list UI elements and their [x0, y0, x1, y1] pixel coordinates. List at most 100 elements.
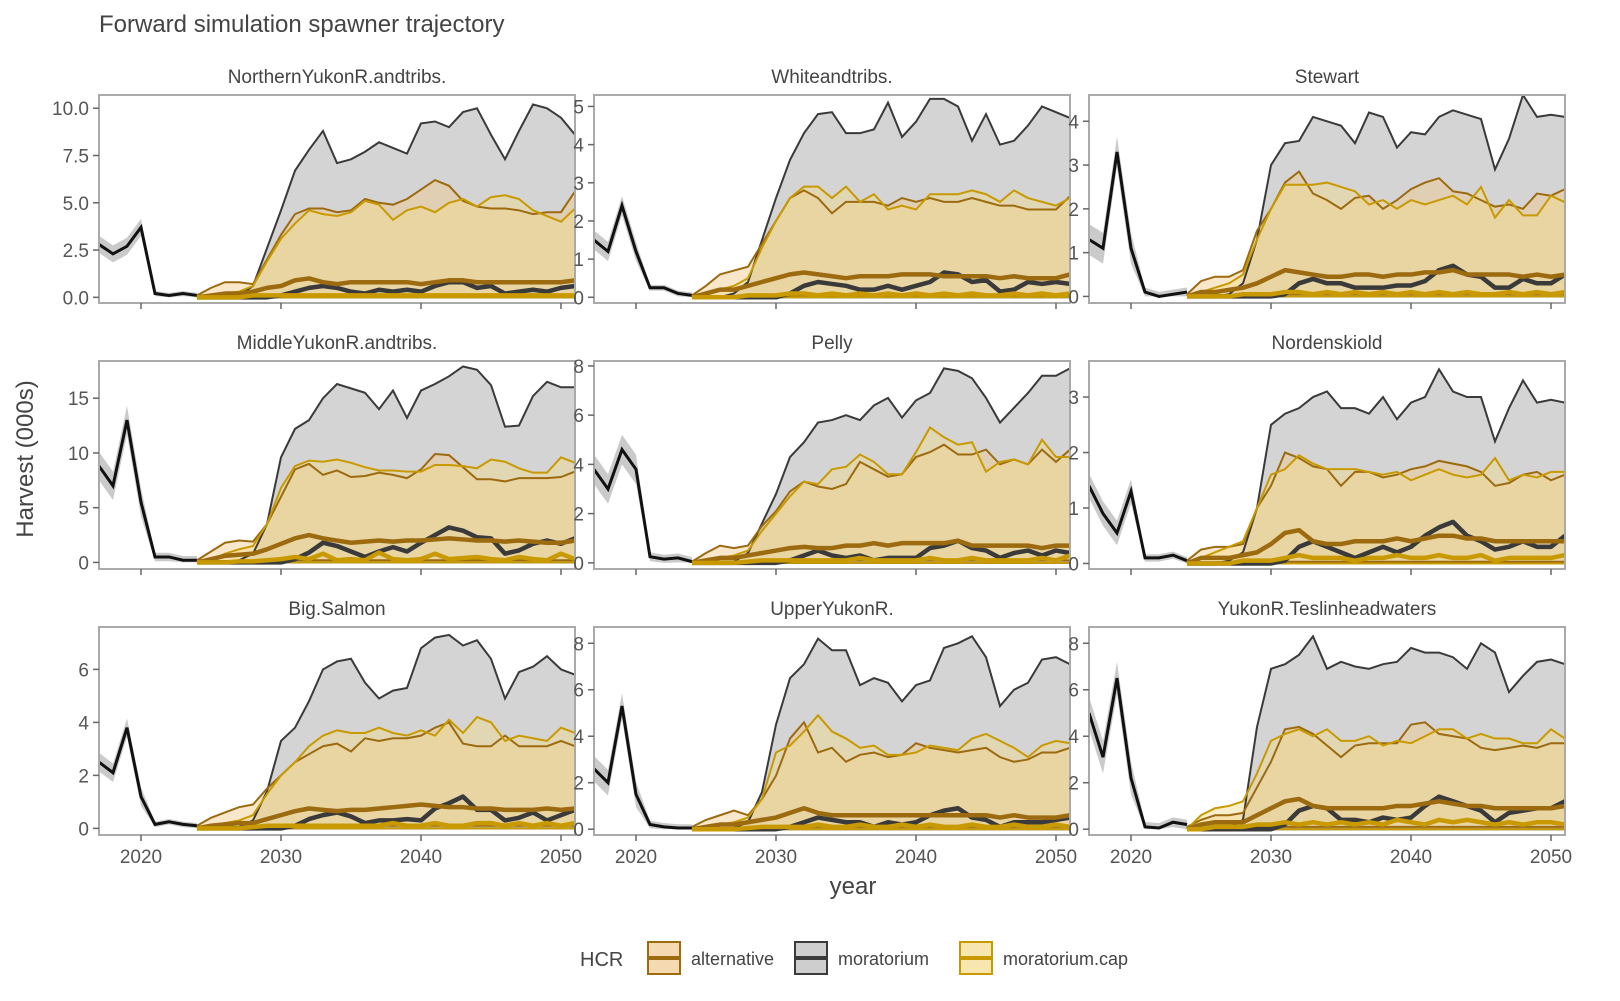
- x-axis-label: year: [830, 873, 877, 900]
- median-moratorium-cap: [197, 550, 575, 565]
- median-alternative: [1186, 527, 1565, 566]
- facet-title: YukonR.Teslinheadwaters: [1218, 599, 1437, 620]
- y-tick-label: 0: [1068, 554, 1079, 575]
- median-moratorium-cap: [1187, 817, 1565, 832]
- median-alternative: [1186, 267, 1565, 299]
- panel-border: [1088, 360, 1566, 570]
- facet-title: NorthernYukonR.andtribs.: [228, 67, 447, 88]
- y-tick-label: 2: [1068, 444, 1079, 465]
- ribbon-moratorium-cap: [197, 195, 575, 298]
- plot-area: [1089, 367, 1565, 566]
- historical-band: [594, 434, 692, 563]
- median-moratorium-cap: [692, 291, 1070, 300]
- x-tick-label: 2030: [755, 847, 797, 868]
- edge-upper-alternative: [196, 721, 575, 827]
- edge-upper-moratorium: [1187, 95, 1565, 298]
- ribbon-moratorium: [197, 366, 575, 563]
- edge-upper-moratorium-cap: [1186, 727, 1565, 830]
- panel-border: [98, 360, 576, 570]
- ribbon-moratorium: [692, 98, 1070, 298]
- plot-area: [1089, 634, 1565, 832]
- y-tick-label: 8: [1068, 634, 1079, 655]
- edge-upper-moratorium-cap: [1186, 454, 1565, 565]
- y-tick-label: 2: [573, 774, 584, 795]
- x-tick-label: 2030: [1250, 847, 1292, 868]
- y-tick-label: 1: [573, 250, 584, 271]
- legend-item-moratorium: moratorium: [794, 941, 929, 975]
- plot-area: [594, 635, 1070, 832]
- panel-border: [1088, 626, 1566, 836]
- plot-area: [99, 365, 575, 565]
- y-tick-label: 0: [573, 288, 584, 309]
- y-tick-label: 5.0: [63, 194, 89, 215]
- plot-area: [594, 367, 1070, 566]
- median-alternative: [196, 802, 575, 831]
- x-tick-label: 2040: [895, 847, 937, 868]
- ribbon-moratorium: [197, 634, 575, 829]
- y-tick-label: 3: [1068, 388, 1079, 409]
- historical-band: [99, 718, 197, 829]
- facet-title: Pelly: [811, 333, 853, 354]
- y-tick-label: 2.5: [63, 241, 89, 262]
- legend-label: moratorium.cap: [1003, 949, 1128, 969]
- edge-upper-moratorium-cap: [691, 713, 1070, 831]
- panel-border: [593, 94, 1071, 304]
- plot-area: [99, 103, 575, 300]
- median-alternative: [196, 276, 575, 300]
- y-tick-label: 15: [68, 389, 89, 410]
- historical-band: [99, 405, 197, 563]
- median-moratorium-cap: [692, 553, 1070, 566]
- y-tick-label: 2: [1068, 774, 1079, 795]
- panel-border: [593, 626, 1071, 836]
- x-tick-label: 2020: [120, 847, 162, 868]
- y-tick-label: 4: [573, 136, 584, 157]
- legend: HCR alternative moratorium moratorium.cap: [580, 941, 1128, 975]
- y-tick-label: 8: [573, 634, 584, 655]
- ribbon-moratorium-cap: [692, 427, 1070, 563]
- y-tick-label: 6: [573, 406, 584, 427]
- y-tick-label: 0: [1068, 287, 1079, 308]
- historical-line: [99, 419, 197, 562]
- ribbon-moratorium-cap: [692, 715, 1070, 830]
- median-moratorium: [1187, 519, 1565, 566]
- edge-upper-moratorium-cap: [196, 194, 575, 299]
- y-tick-label: 5: [78, 499, 89, 520]
- historical-line: [1089, 485, 1188, 563]
- facet-panel: NorthernYukonR.andtribs. 0.0 2.5 5.0 7.5 10.0: [52, 67, 576, 309]
- y-tick-label: 6: [78, 660, 89, 681]
- y-tick-label: 4: [1068, 727, 1079, 748]
- y-tick-label: 3: [573, 174, 584, 195]
- y-tick-label: 2: [1068, 200, 1079, 221]
- median-alternative: [691, 270, 1070, 300]
- y-tick-label: 0: [78, 819, 89, 840]
- facet-title: Stewart: [1295, 67, 1360, 88]
- y-tick-label: 4: [78, 713, 89, 734]
- median-alternative: [196, 532, 575, 565]
- legend-item-moratorium-cap: moratorium.cap: [959, 941, 1128, 975]
- edge-upper-moratorium: [692, 367, 1070, 564]
- y-tick-label: 2: [78, 766, 89, 787]
- historical-line: [99, 223, 198, 297]
- y-tick-label: 0: [573, 554, 584, 575]
- median-moratorium-cap: [692, 822, 1070, 832]
- facet-panels: NorthernYukonR.andtribs. 0.0 2.5 5.0 7.5 10.0…: [52, 67, 1572, 868]
- edge-upper-moratorium-cap: [691, 426, 1070, 564]
- x-tick-label: 2040: [400, 847, 442, 868]
- panel-border: [98, 94, 576, 304]
- plot-area: [594, 97, 1070, 300]
- facet-title: Nordenskiold: [1272, 333, 1383, 354]
- edge-upper-alternative: [691, 189, 1070, 297]
- y-tick-label: 10.0: [52, 99, 89, 120]
- plot-area: [99, 633, 575, 831]
- x-tick-label: 2050: [540, 847, 582, 868]
- edge-upper-moratorium: [197, 365, 575, 564]
- historical-line: [594, 200, 693, 297]
- y-tick-label: 0: [78, 553, 89, 574]
- y-tick-label: 3: [1068, 156, 1079, 177]
- historical-line: [1089, 677, 1188, 830]
- edge-upper-alternative: [196, 453, 575, 562]
- legend-title: HCR: [580, 949, 623, 971]
- ribbon-moratorium: [1187, 95, 1565, 297]
- legend-item-alternative: alternative: [647, 941, 774, 975]
